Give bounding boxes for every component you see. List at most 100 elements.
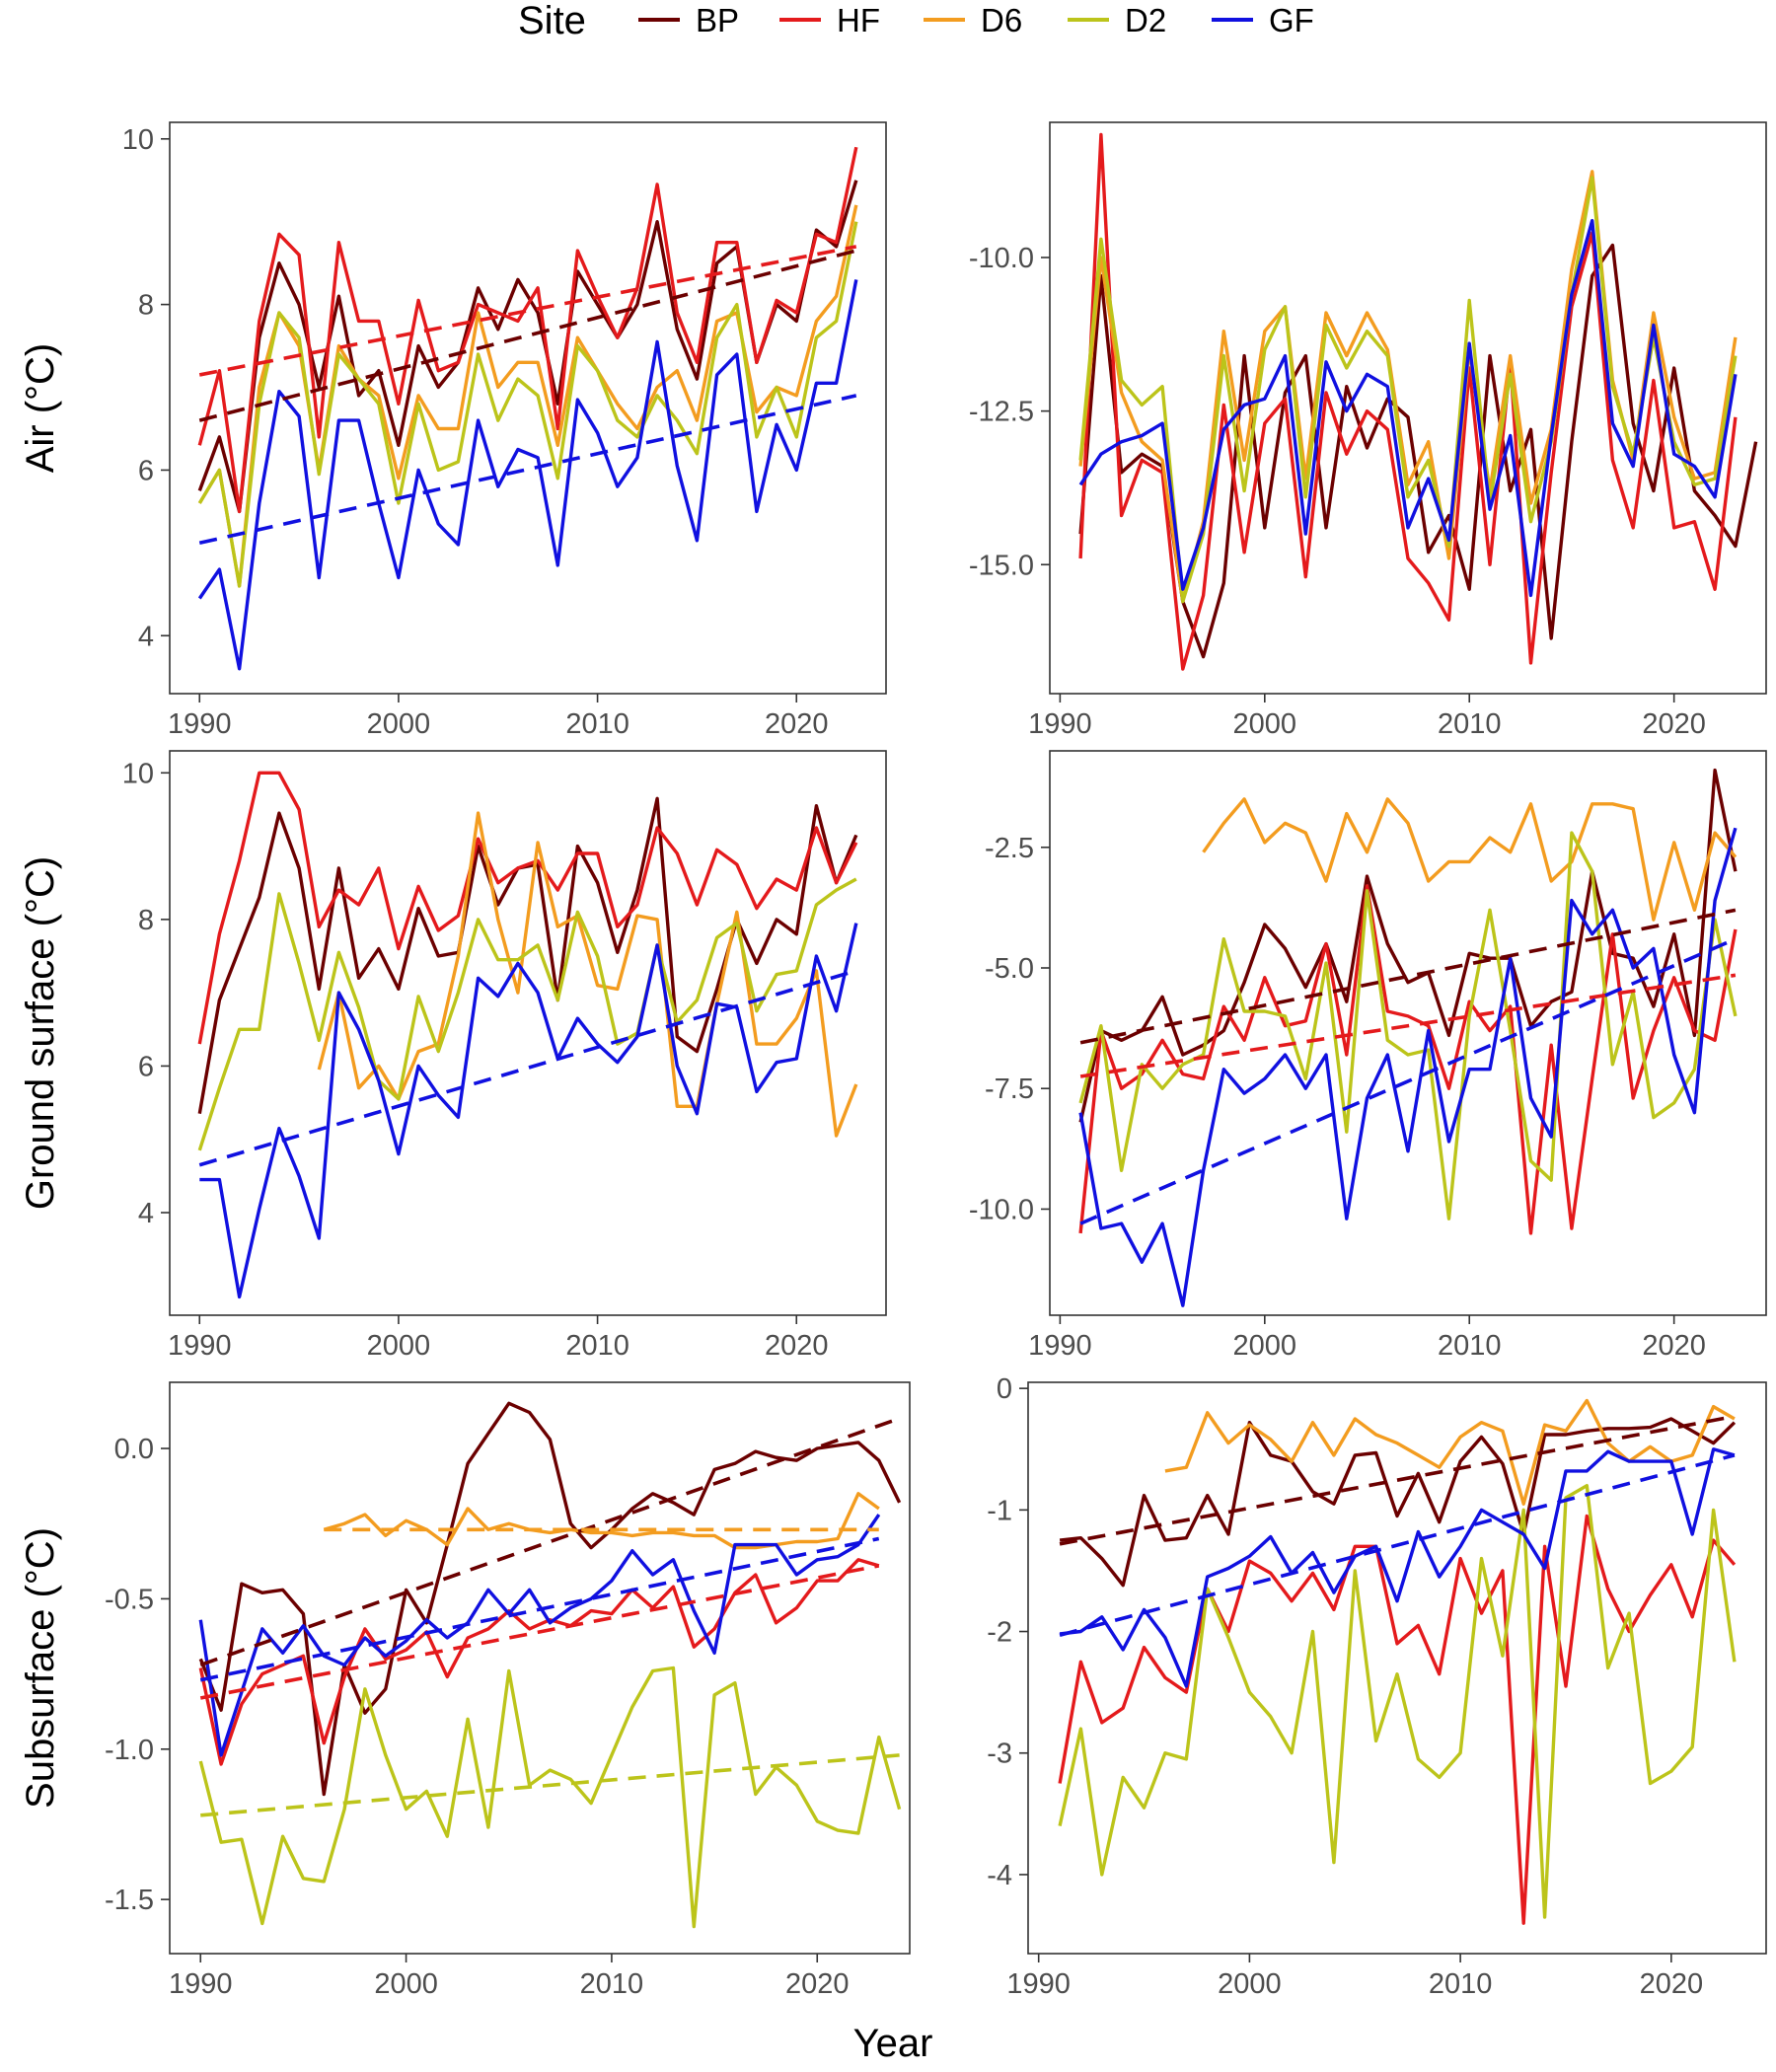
x-tick-label: 2020 (765, 1330, 829, 1362)
series-line-hf (1078, 884, 1738, 1235)
legend-label-gf: GF (1269, 2, 1314, 38)
y-tick-label: 8 (138, 290, 154, 322)
x-tick-label: 1990 (1006, 1968, 1071, 2000)
x-tick-label: 2020 (1642, 708, 1706, 740)
series-line-d2 (198, 1665, 902, 1929)
legend: Site BP HF D6 D2 GF (518, 0, 1314, 42)
row-label-ground-surface: Ground surface (°C) (19, 856, 62, 1210)
series-line-hf (1078, 132, 1738, 671)
series-line-d6 (1164, 1398, 1736, 1506)
series-line-d2 (1078, 176, 1738, 604)
series-line-bp (1059, 1417, 1737, 1588)
panel-frame (1027, 1381, 1767, 1955)
series-line-d6 (323, 1492, 880, 1550)
row-label-subsurface: Subsurface (°C) (19, 1527, 62, 1809)
y-tick-label: -15.0 (969, 550, 1034, 581)
series-line-hf (197, 146, 858, 514)
y-tick-label: 10 (122, 124, 154, 156)
y-tick-label: 6 (138, 1051, 154, 1082)
panel-frame (1049, 750, 1767, 1316)
series-line-d6 (1202, 797, 1738, 922)
x-tick-label: 2010 (565, 1330, 629, 1362)
series-line-d2 (197, 877, 857, 1151)
series-line-bp (197, 796, 858, 1114)
x-tick-label: 2000 (374, 1968, 438, 2000)
trend-line-gf (1059, 1453, 1736, 1637)
y-tick-label: -1 (987, 1495, 1012, 1526)
x-tick-label: 2020 (1640, 1968, 1704, 2000)
series-line-gf (198, 1514, 881, 1757)
x-tick-label: 1990 (1028, 708, 1092, 740)
series-line-gf (1078, 218, 1738, 598)
x-tick-label: 2010 (580, 1968, 644, 2000)
x-tick-label: 1990 (169, 1968, 233, 2000)
legend-item-bp: BP (638, 2, 739, 38)
x-tick-label: 1990 (168, 1330, 232, 1362)
trend-line-bp (1059, 1414, 1736, 1546)
y-tick-label: -1.0 (105, 1735, 154, 1766)
panel-frame (169, 1381, 911, 1955)
x-axis-title: Year (853, 2022, 933, 2065)
legend-label-d6: D6 (981, 2, 1022, 38)
series-line-hf (197, 771, 858, 1045)
x-tick-label: 2010 (1438, 1330, 1502, 1362)
trend-line-gf (199, 1536, 880, 1682)
x-tick-label: 2000 (367, 1330, 431, 1362)
series-line-gf (199, 923, 858, 1299)
x-tick-label: 2000 (367, 708, 431, 740)
x-tick-label: 1990 (168, 708, 232, 740)
legend-label-d2: D2 (1125, 2, 1166, 38)
series-line-d6 (317, 811, 858, 1138)
y-tick-label: -2.5 (985, 833, 1034, 864)
y-tick-label: -3 (987, 1739, 1012, 1770)
y-tick-label: -12.5 (969, 397, 1034, 428)
panel-frame (1049, 121, 1767, 695)
panel-subsurface-cold: 1990 2000 2010 2020 0 -1 -2 -3 -4 (987, 1373, 1767, 2000)
y-tick-label: 0 (997, 1373, 1012, 1405)
legend-title: Site (518, 0, 586, 42)
panel-air-warm: 1990 2000 2010 2020 4 6 8 10 (122, 121, 887, 740)
y-tick-label: -4 (987, 1860, 1012, 1891)
legend-item-d6: D6 (924, 2, 1022, 38)
y-tick-label: -10.0 (969, 1194, 1034, 1225)
trend-line-d2 (200, 1753, 900, 1817)
x-tick-label: 2010 (1429, 1968, 1493, 2000)
x-tick-label: 2000 (1233, 1330, 1297, 1362)
x-tick-label: 2000 (1218, 1968, 1282, 2000)
panel-subsurface-warm: 1990 2000 2010 2020 0.0 -0.5 -1.0 -1.5 (105, 1381, 911, 2000)
series-line-d2 (1078, 831, 1738, 1221)
legend-item-gf: GF (1212, 2, 1314, 38)
y-tick-label: -7.5 (985, 1073, 1034, 1105)
row-label-air: Air (°C) (19, 343, 62, 474)
x-tick-label: 2010 (565, 708, 629, 740)
y-tick-label: 10 (122, 758, 154, 789)
y-tick-label: -1.5 (105, 1885, 154, 1916)
y-tick-label: -5.0 (985, 953, 1034, 985)
legend-item-d2: D2 (1068, 2, 1166, 38)
series-line-bp (1078, 768, 1738, 1123)
y-tick-label: -2 (987, 1617, 1012, 1649)
series-line-gf (1059, 1447, 1736, 1688)
trend-line-hf (198, 245, 857, 377)
panel-ground-cold: 1990 2000 2010 2020 -2.5 -5.0 -7.5 -10.0 (969, 750, 1767, 1362)
x-tick-label: 1990 (1028, 1330, 1092, 1362)
legend-item-hf: HF (779, 2, 880, 38)
y-tick-label: 4 (138, 621, 154, 652)
series-line-gf (197, 279, 858, 671)
y-tick-label: 0.0 (114, 1434, 154, 1465)
trend-line-bp (1079, 908, 1737, 1045)
series-line-hf (1058, 1514, 1737, 1925)
trend-line-gf (198, 394, 857, 546)
series-line-d2 (1058, 1483, 1737, 1919)
y-tick-label: 8 (138, 905, 154, 936)
panel-ground-warm: 1990 2000 2010 2020 4 6 8 10 (122, 750, 887, 1362)
y-tick-label: 4 (138, 1198, 154, 1229)
panel-air-cold: 1990 2000 2010 2020 -10.0 -12.5 -15.0 (969, 121, 1767, 740)
y-tick-label: 6 (138, 455, 154, 486)
series-line-gf (1078, 827, 1738, 1307)
y-tick-label: -0.5 (105, 1584, 154, 1615)
x-tick-label: 2020 (1642, 1330, 1706, 1362)
trend-line-bp (199, 1416, 901, 1667)
